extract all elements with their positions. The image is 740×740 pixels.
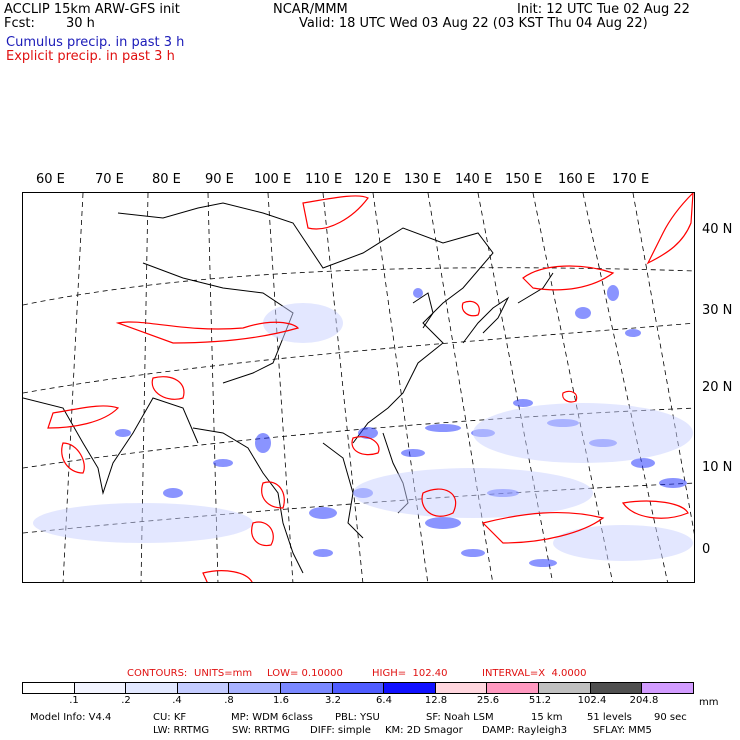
footer-mp: MP: WDM 6class	[231, 712, 313, 723]
colorbar-label: 51.2	[528, 695, 552, 706]
lat-label: 30 N	[702, 303, 733, 318]
contours-prefix: CONTOURS:	[127, 668, 188, 679]
colorbar-label: 204.8	[629, 695, 659, 706]
footer-res: 15 km	[531, 712, 563, 723]
colorbar-label: .1	[69, 695, 79, 706]
lon-label: 120 E	[354, 172, 392, 187]
init-time: Init: 12 UTC Tue 02 Aug 22	[517, 2, 690, 17]
map-canvas	[23, 193, 694, 582]
colorbar-cell	[435, 683, 488, 693]
footer-sflay: SFLAY: MM5	[593, 725, 652, 736]
colorbar-cell	[229, 683, 282, 693]
colorbar-label: 6.4	[376, 695, 392, 706]
colorbar-label: .8	[224, 695, 234, 706]
legend-explicit: Explicit precip. in past 3 h	[6, 49, 175, 64]
lon-label: 130 E	[404, 172, 442, 187]
valid-time: Valid: 18 UTC Wed 03 Aug 22 (03 KST Thu …	[299, 16, 648, 31]
footer-km: KM: 2D Smagor	[385, 725, 463, 736]
colorbar-cell	[642, 683, 693, 693]
colorbar-label: 12.8	[424, 695, 448, 706]
contours-low: LOW= 0.10000	[267, 668, 343, 679]
colorbar-cell	[177, 683, 230, 693]
legend-cumulus: Cumulus precip. in past 3 h	[6, 35, 185, 50]
explicit-precip	[47, 193, 694, 582]
precip-map	[22, 192, 695, 583]
lon-label: 150 E	[505, 172, 543, 187]
colorbar-label: .2	[121, 695, 131, 706]
lon-label: 140 E	[455, 172, 493, 187]
colorbar	[22, 682, 694, 694]
lat-label: 40 N	[702, 222, 733, 237]
lat-label: 0	[702, 542, 711, 557]
lon-label: 110 E	[305, 172, 343, 187]
colorbar-label: 3.2	[325, 695, 341, 706]
footer-timestep: 90 sec	[654, 712, 687, 723]
footer-model-info: Model Info: V4.4	[30, 712, 112, 723]
contours-units: UNITS=mm	[194, 668, 253, 679]
colorbar-label: 102.4	[577, 695, 607, 706]
colorbar-cell	[332, 683, 385, 693]
contours-interval: INTERVAL=X 4.0000	[482, 668, 587, 679]
forecast-value: 30 h	[66, 16, 95, 31]
colorbar-cell	[281, 683, 333, 693]
lon-label: 70 E	[95, 172, 124, 187]
lon-label: 170 E	[612, 172, 650, 187]
footer-cu: CU: KF	[153, 712, 187, 723]
colorbar-cell	[539, 683, 591, 693]
colorbar-cell	[74, 683, 127, 693]
footer-pbl: PBL: YSU	[335, 712, 380, 723]
footer-sf: SF: Noah LSM	[426, 712, 494, 723]
colorbar-cell	[126, 683, 178, 693]
center-label: NCAR/MMM	[273, 2, 348, 17]
footer-diff: DIFF: simple	[310, 725, 371, 736]
lat-label: 10 N	[702, 460, 733, 475]
colorbar-label: 25.6	[476, 695, 500, 706]
colorbar-cell	[590, 683, 643, 693]
lon-label: 90 E	[205, 172, 234, 187]
lat-label: 20 N	[702, 380, 733, 395]
forecast-label: Fcst:	[4, 16, 35, 31]
footer-lw: LW: RRTMG	[153, 725, 210, 736]
light-precip	[33, 303, 693, 561]
footer-levels: 51 levels	[587, 712, 632, 723]
lon-label: 60 E	[36, 172, 65, 187]
contours-high: HIGH= 102.40	[372, 668, 448, 679]
colorbar-unit: mm	[699, 697, 719, 708]
colorbar-cell	[23, 683, 75, 693]
lon-label: 80 E	[152, 172, 181, 187]
model-title: ACCLIP 15km ARW-GFS init	[4, 2, 180, 17]
lon-label: 100 E	[254, 172, 292, 187]
colorbar-cell	[487, 683, 540, 693]
footer-sw: SW: RRTMG	[232, 725, 290, 736]
footer-damp: DAMP: Rayleigh3	[482, 725, 568, 736]
lon-label: 160 E	[558, 172, 596, 187]
colorbar-label: 1.6	[273, 695, 289, 706]
colorbar-cell	[384, 683, 436, 693]
colorbar-label: .4	[172, 695, 182, 706]
